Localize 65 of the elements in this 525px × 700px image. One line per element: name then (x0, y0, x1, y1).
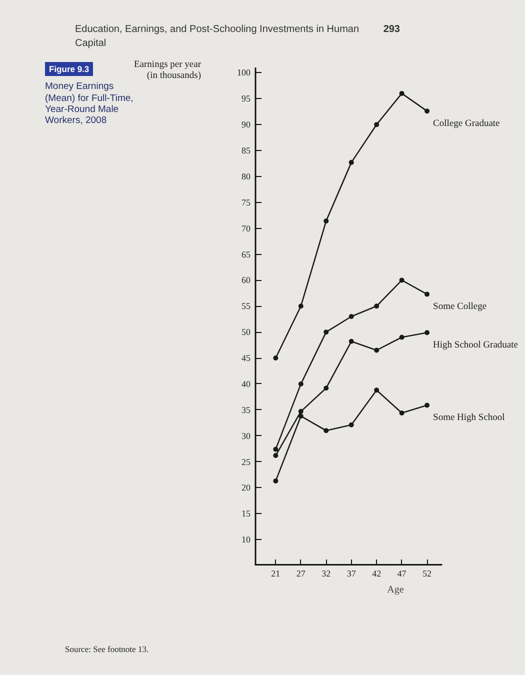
point (374, 388, 380, 393)
y-tick-label: 25 (242, 456, 251, 467)
point (348, 314, 354, 319)
y-tick-label: 65 (242, 249, 251, 260)
y-tick-label: 100 (237, 68, 251, 78)
caption: Figure 9.3 (45, 62, 94, 76)
y-tick-label: 20 (242, 482, 251, 493)
y-tick-label: 90 (242, 120, 251, 130)
text: 293 (383, 23, 400, 37)
series-label: Some College (433, 302, 487, 312)
source-note: Source: See footnote 13. (64, 643, 149, 656)
y-tick-label: 35 (242, 404, 251, 415)
y-tick-label: 70 (242, 223, 251, 234)
y-axis-title: Earnings per year (in thousands) (133, 60, 201, 82)
y-tick-label: 15 (242, 508, 251, 519)
point (348, 160, 354, 165)
y-tick-label: 60 (242, 275, 251, 286)
point (348, 338, 354, 344)
y-tick-label: 30 (242, 430, 251, 441)
x-axis-title: Age (387, 584, 404, 596)
point (348, 422, 354, 428)
x-tick-label: 42 (372, 568, 382, 578)
x-tick-label: 27 (296, 568, 306, 578)
point (273, 478, 278, 484)
point (424, 108, 430, 114)
text: Education, Earnings, and Post-Schooling Investments in Human Capital (75, 23, 360, 52)
point (324, 330, 329, 335)
point (273, 356, 278, 360)
text: Money Earnings (Mean) for Full-Time, Year-Round Male Workers, 2008 (45, 81, 134, 127)
point (374, 304, 380, 309)
series-label: Some High School (433, 413, 506, 424)
x-tick-label: 32 (322, 568, 331, 578)
point (273, 446, 278, 452)
point (424, 330, 430, 336)
y-tick-label: 75 (242, 197, 251, 208)
y-tick-label: 85 (242, 146, 251, 156)
y-tick-label: 95 (242, 94, 251, 104)
point (298, 304, 304, 309)
y-tick-label: 40 (242, 378, 251, 389)
point (298, 414, 304, 419)
x-tick-label: 47 (397, 568, 407, 578)
point (324, 386, 329, 391)
point (298, 408, 304, 414)
series-label: High School Graduate (433, 340, 518, 351)
x-tick-label: 52 (422, 568, 432, 578)
y-tick-label: 45 (242, 353, 251, 363)
point (324, 218, 329, 224)
point (399, 334, 404, 340)
point (298, 381, 304, 386)
y-tick-label: 55 (242, 301, 251, 312)
point (374, 348, 380, 353)
point (399, 278, 404, 283)
point (424, 292, 430, 297)
x-tick-label: 21 (271, 568, 280, 578)
point (324, 428, 329, 434)
point (273, 453, 278, 458)
point (374, 122, 380, 128)
point (399, 410, 404, 416)
point (399, 90, 404, 96)
series-label: College Graduate (433, 119, 500, 130)
y-tick-label: 50 (242, 327, 251, 338)
y-tick-label: 10 (242, 534, 251, 545)
x-tick-label: 37 (346, 568, 356, 578)
y-tick-label: 80 (242, 171, 251, 182)
point (424, 402, 430, 408)
